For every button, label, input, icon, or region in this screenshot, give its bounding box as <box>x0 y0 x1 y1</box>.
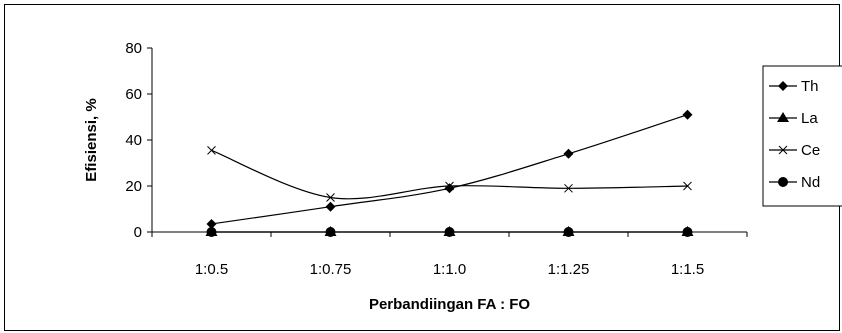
legend-marker-ce <box>778 145 788 155</box>
data-point-ce <box>445 181 454 191</box>
data-point-th <box>444 183 455 194</box>
data-point-nd <box>444 227 455 237</box>
legend-marker-nd <box>778 177 788 187</box>
series-line-th <box>211 114 688 225</box>
data-point-ce <box>207 145 216 155</box>
y-tick-label: 20 <box>125 178 142 195</box>
data-point-ce <box>326 193 335 202</box>
data-point-th <box>682 109 693 120</box>
x-tick-label: 1:1.25 <box>548 261 590 278</box>
y-axis: 0 20 40 60 80 <box>125 40 153 241</box>
legend-marker-th <box>778 81 788 91</box>
x-axis-title: Perbandiingan FA : FO <box>369 296 530 313</box>
legend-marker-la <box>777 112 789 122</box>
legend-item-la: La <box>769 110 818 127</box>
chart-frame <box>4 4 840 331</box>
y-tick-label: 60 <box>125 86 142 103</box>
data-point-th <box>325 201 336 212</box>
data-point-ce <box>683 181 692 191</box>
y-axis-title: Efisiensi, % <box>83 98 100 181</box>
x-axis: 1:0.5 1:0.75 1:1.0 1:1.25 1:1.5 <box>151 231 748 278</box>
legend: Th La Ce Nd <box>762 65 842 207</box>
data-point-nd <box>563 227 574 237</box>
legend-item-nd: Nd <box>769 174 820 191</box>
series-nd <box>206 227 693 237</box>
x-tick-label: 1:0.5 <box>195 261 228 278</box>
y-tick-label: 0 <box>134 224 142 241</box>
series-th <box>206 109 693 229</box>
x-tick-label: 1:1.0 <box>433 261 466 278</box>
data-point-nd <box>206 227 217 237</box>
legend-label-la: La <box>801 110 818 127</box>
x-tick-label: 1:0.75 <box>310 261 352 278</box>
series-layer <box>205 109 694 237</box>
y-tick-label: 80 <box>125 40 142 57</box>
x-tick-label: 1:1.5 <box>671 261 704 278</box>
y-tick-label: 40 <box>125 132 142 149</box>
data-point-th <box>563 148 574 159</box>
legend-label-ce: Ce <box>801 142 820 159</box>
legend-item-th: Th <box>769 78 819 95</box>
data-point-nd <box>325 227 336 237</box>
data-point-ce <box>564 183 573 193</box>
series-ce <box>207 145 692 202</box>
legend-item-ce: Ce <box>769 142 820 159</box>
data-point-th <box>206 218 217 229</box>
legend-label-nd: Nd <box>801 174 820 191</box>
data-point-nd <box>682 227 693 237</box>
legend-box <box>762 65 842 207</box>
legend-label-th: Th <box>801 78 819 95</box>
